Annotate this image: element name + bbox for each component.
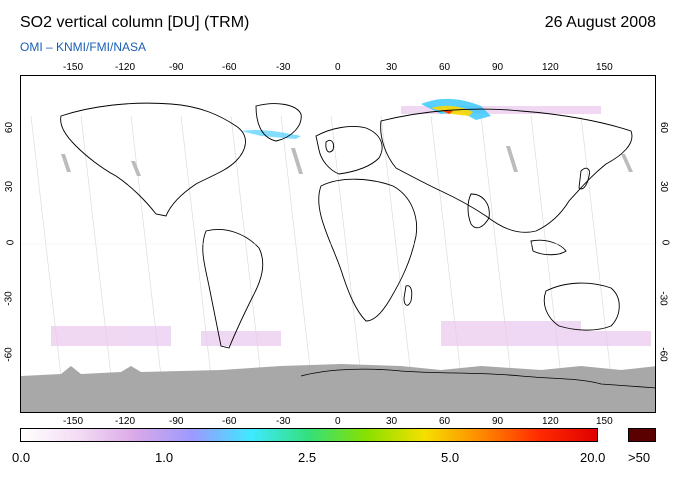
lat-tick-left: -30 — [3, 291, 15, 306]
lon-tick-top: 120 — [542, 62, 559, 73]
lat-tick-right: -30 — [657, 291, 669, 306]
antarctica-outline — [300, 368, 655, 389]
so2-plume — [241, 98, 491, 139]
lat-tick-left: 60 — [4, 121, 16, 134]
colorbar-label: 1.0 — [155, 450, 174, 465]
lon-tick-bottom: -150 — [63, 416, 84, 427]
lon-tick-bottom: 60 — [439, 416, 451, 427]
lon-tick-bottom: 120 — [542, 416, 559, 427]
so2-noise — [51, 106, 651, 346]
lon-tick-top: -30 — [276, 62, 291, 73]
lon-tick-bottom: 30 — [386, 416, 398, 427]
lon-tick-top: 30 — [386, 62, 398, 73]
lon-tick-bottom: 0 — [335, 416, 341, 427]
lat-tick-left: -60 — [3, 347, 15, 362]
lat-tick-right: 60 — [658, 121, 670, 134]
antarctica-gray — [21, 364, 655, 412]
orbit-gap-marks — [61, 146, 633, 176]
lon-tick-bottom: 150 — [596, 416, 613, 427]
map-title: SO2 vertical column [DU] (TRM) — [20, 14, 250, 31]
world-map — [21, 98, 655, 412]
lat-tick-left: 0 — [5, 239, 17, 246]
lon-tick-top: 90 — [492, 62, 504, 73]
continent-outlines — [60, 102, 633, 349]
colorbar — [20, 428, 598, 442]
lon-tick-top: 0 — [335, 62, 341, 73]
lat-tick-left: 30 — [4, 180, 16, 193]
lon-tick-bottom: 90 — [492, 416, 504, 427]
lon-tick-top: -150 — [63, 62, 84, 73]
colorbar-overflow-swatch — [628, 428, 656, 442]
map-date: 26 August 2008 — [544, 14, 656, 31]
lat-tick-right: -60 — [657, 347, 669, 362]
lon-tick-bottom: -60 — [222, 416, 237, 427]
lon-tick-top: -60 — [222, 62, 237, 73]
map-frame — [20, 75, 656, 413]
lon-tick-top: 150 — [596, 62, 613, 73]
map-credit: OMI – KNMI/FMI/NASA — [20, 40, 147, 54]
lon-tick-bottom: -90 — [169, 416, 184, 427]
colorbar-label: 2.5 — [298, 450, 317, 465]
lon-tick-bottom: -120 — [115, 416, 136, 427]
lon-tick-top: -90 — [169, 62, 184, 73]
lat-tick-right: 0 — [659, 239, 671, 246]
colorbar-overflow-label: >50 — [628, 450, 651, 465]
lat-tick-right: 30 — [658, 180, 670, 193]
colorbar-label: 20.0 — [580, 450, 606, 465]
lon-tick-top: 60 — [439, 62, 451, 73]
lon-tick-bottom: -30 — [276, 416, 291, 427]
colorbar-label: 5.0 — [441, 450, 460, 465]
lon-tick-top: -120 — [115, 62, 136, 73]
colorbar-label: 0.0 — [12, 450, 31, 465]
